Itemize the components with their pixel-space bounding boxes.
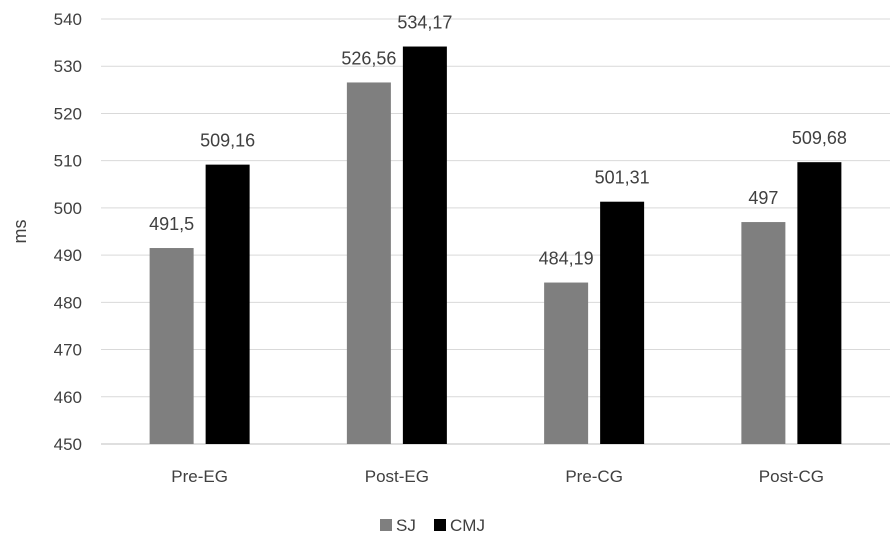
bar-data-label: 491,5 [149,214,194,234]
x-tick-label: Pre-EG [171,467,228,486]
legend-swatch-sj [380,519,392,531]
legend-label-sj: SJ [396,516,416,535]
bar-data-label: 509,16 [200,131,255,151]
y-tick-label: 520 [54,104,82,123]
bar-cmj [797,162,842,444]
bars [149,46,842,445]
bar-sj [346,82,391,444]
bar-data-label: 534,17 [397,13,452,33]
bar-cmj [205,164,250,444]
legend-swatch-cmj [434,519,446,531]
bar-data-label: 501,31 [595,168,650,188]
bar-sj [149,248,194,444]
x-tick-label: Post-CG [759,467,824,486]
x-axis-ticks: Pre-EG Post-EG Pre-CG Post-CG [171,467,824,486]
y-tick-label: 490 [54,246,82,265]
legend-label-cmj: CMJ [450,516,485,535]
y-tick-label: 460 [54,388,82,407]
bar-data-label: 526,56 [341,48,396,68]
bar-sj [544,282,589,444]
x-tick-label: Pre-CG [565,467,623,486]
legend: SJ CMJ [380,516,485,535]
y-tick-label: 500 [54,199,82,218]
bar-sj [741,222,786,444]
y-tick-label: 480 [54,293,82,312]
y-tick-label: 530 [54,57,82,76]
x-tick-label: Post-EG [365,467,429,486]
bar-data-label: 497 [748,188,778,208]
bar-cmj [600,201,645,444]
bar-cmj [402,46,447,445]
y-tick-label: 450 [54,435,82,454]
bar-data-label: 509,68 [792,128,847,148]
y-axis-ticks: 450 460 470 480 490 500 510 520 530 540 [54,10,82,454]
y-tick-label: 470 [54,341,82,360]
y-axis-title: ms [10,220,30,244]
y-tick-label: 510 [54,152,82,171]
y-tick-label: 540 [54,10,82,29]
bar-data-label: 484,19 [539,249,594,269]
